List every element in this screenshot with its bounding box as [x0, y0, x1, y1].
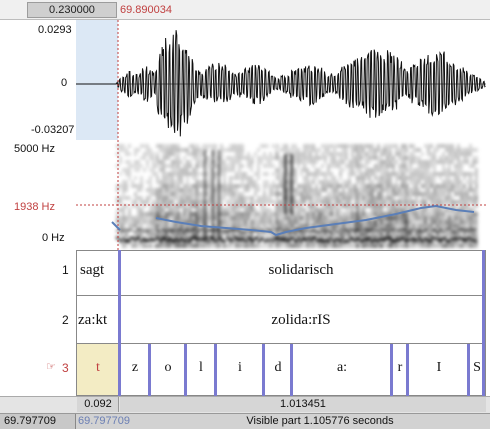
tier-2-interval-zakt[interactable]: za:kt: [78, 312, 108, 328]
rest-duration-box[interactable]: 1.013451: [120, 397, 486, 412]
tier-1-interval-solidarisch[interactable]: solidarisch: [268, 262, 334, 278]
visible-part-label[interactable]: Visible part 1.105776 seconds: [246, 415, 394, 427]
tier-2-interval-zolidaris[interactable]: zolida:rIS: [271, 312, 331, 328]
waveform-min-label: -0.03207: [31, 124, 75, 136]
waveform-panel[interactable]: [76, 20, 486, 140]
pointing-hand-icon: ☞: [46, 361, 56, 373]
footer-bar: [0, 413, 490, 429]
tiers-container: [76, 250, 486, 396]
spectrogram-energy: [116, 144, 478, 248]
waveform-axis-area: [0, 20, 76, 140]
window-start-box[interactable]: 69.797709: [0, 414, 76, 429]
tier-2-number: 2: [62, 313, 69, 327]
boundary-tier3-7[interactable]: [406, 344, 409, 396]
boundary-tier3-2[interactable]: [184, 344, 187, 396]
tier-3-interval-t[interactable]: t: [96, 360, 100, 375]
spectrogram-top-freq: 5000 Hz: [14, 143, 55, 155]
spectrogram-panel[interactable]: [76, 140, 486, 250]
waveform-zero-label: 0: [61, 77, 68, 89]
waveform-max-label: 0.0293: [38, 24, 72, 36]
boundary-tier3-5[interactable]: [290, 344, 293, 396]
tier-3-interval-o[interactable]: o: [164, 360, 172, 375]
boundary-tier1-main[interactable]: [118, 250, 121, 396]
rest-duration: 1.013451: [280, 398, 326, 410]
pitch-contour-main: [155, 204, 475, 237]
selection-highlight: [76, 20, 118, 140]
window-start-time: 69.797709: [4, 415, 56, 427]
spectrogram-bottom-freq: 0 Hz: [42, 232, 65, 244]
tier-3-interval-r[interactable]: r: [397, 360, 403, 375]
selection-start-time-box[interactable]: 0.230000: [27, 2, 117, 18]
boundary-tier3-4[interactable]: [262, 344, 265, 396]
tier-1-number: 1: [62, 263, 69, 277]
boundary-tier3-6[interactable]: [390, 344, 393, 396]
tier-1: [76, 250, 486, 296]
selection-duration-box[interactable]: 0.092: [77, 397, 119, 412]
tier-1-interval-sagt[interactable]: sagt: [80, 262, 105, 278]
tier-3-interval-a[interactable]: a:: [336, 360, 348, 375]
tier-3-interval-z[interactable]: z: [131, 360, 139, 375]
selection-start-time: 0.230000: [49, 4, 95, 16]
tier-3-number: 3: [62, 361, 69, 375]
selection-duration: 0.092: [84, 398, 112, 410]
boundary-tier3-3[interactable]: [214, 344, 217, 396]
tier-3-interval-S[interactable]: S: [473, 360, 481, 375]
visible-start-time: 69.797709: [78, 415, 130, 427]
tier-2: [76, 296, 486, 344]
boundary-tier3-1[interactable]: [148, 344, 151, 396]
boundary-tier1-end[interactable]: [482, 250, 485, 396]
header-bar: [0, 0, 490, 20]
pitch-contour: [111, 221, 121, 231]
tier-3-interval-i[interactable]: i: [238, 360, 242, 375]
tier-3-interval-l[interactable]: l: [199, 360, 203, 375]
tier-3-interval-I[interactable]: I: [436, 360, 442, 375]
spectrogram-cursor-freq: 1938 Hz: [14, 201, 55, 213]
waveform-path: [76, 30, 486, 137]
tier-3-interval-d[interactable]: d: [274, 360, 282, 375]
waveform-trace: [76, 30, 486, 137]
boundary-tier3-8[interactable]: [467, 344, 470, 396]
tier-3-selected-interval[interactable]: [77, 344, 119, 395]
cursor-time: 69.890034: [120, 4, 172, 16]
